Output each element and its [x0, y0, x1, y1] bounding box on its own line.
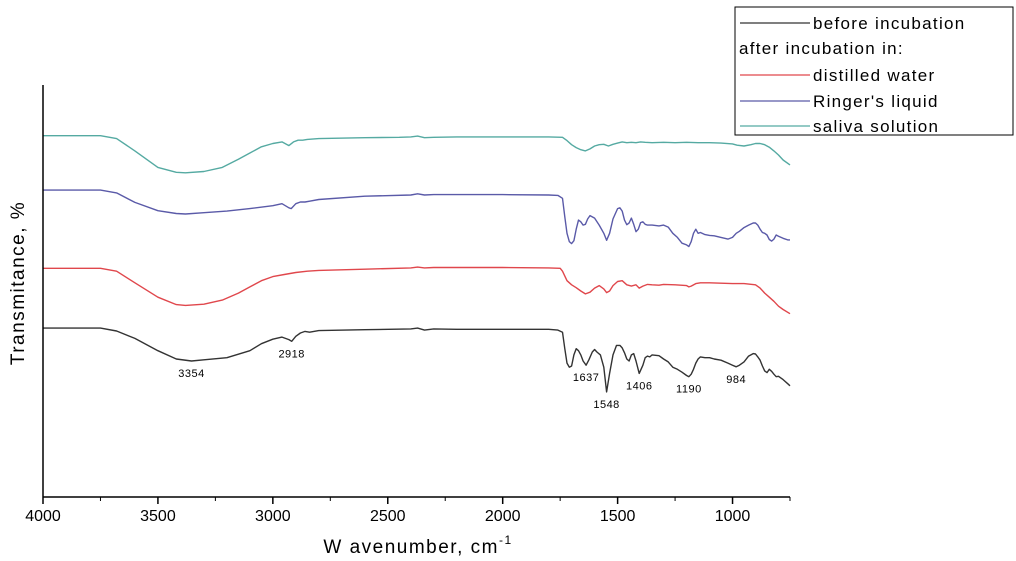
x-tick-label: 1000: [715, 508, 751, 525]
peak-label-3354: 3354: [178, 368, 204, 380]
peak-label-1637: 1637: [573, 372, 599, 384]
x-tick-label: 4000: [25, 508, 61, 525]
peak-label-1190: 1190: [676, 384, 702, 396]
y-axis-title: Transmitance, %: [8, 201, 29, 365]
x-tick-label: 2500: [370, 508, 406, 525]
legend-box: [734, 6, 1014, 136]
axes: [42, 85, 790, 498]
legend-label-saliva-solution: saliva solution: [813, 117, 939, 136]
peak-label-1406: 1406: [626, 380, 652, 392]
x-tick-label: 3000: [255, 508, 291, 525]
series-line-saliva-solution: [43, 134, 791, 174]
x-tick-label: 3500: [140, 508, 176, 525]
peak-annotations: 3354 2918 1637 1548 1406 1190 984: [178, 348, 746, 411]
plot-area: [43, 134, 791, 393]
x-ticks: 4000 3500 3000 2500 2000 1500 1000: [25, 497, 791, 525]
x-axis-title: W avenumber, cm-1: [323, 533, 512, 558]
series-line-ringer-s-liquid: [43, 189, 790, 248]
series-line-distilled-water: [43, 266, 791, 315]
legend-label-distilled-water: distilled water: [813, 66, 936, 85]
legend-label-ringers-liquid: Ringer's liquid: [813, 92, 939, 111]
legend-heading: after incubation in:: [739, 39, 904, 58]
series-line-before-incubation: [43, 327, 791, 393]
peak-label-1548: 1548: [593, 399, 619, 411]
legend-label-before-incubation: before incubation: [813, 14, 966, 33]
legend: before incubation after incubation in: d…: [734, 6, 1014, 136]
x-axis-title-superscript: -1: [499, 533, 513, 547]
peak-label-2918: 2918: [278, 348, 304, 360]
peak-label-984: 984: [726, 374, 746, 386]
x-tick-label: 1500: [600, 508, 636, 525]
x-axis-title-main: W avenumber, cm: [323, 537, 499, 558]
x-tick-label: 2000: [485, 508, 521, 525]
